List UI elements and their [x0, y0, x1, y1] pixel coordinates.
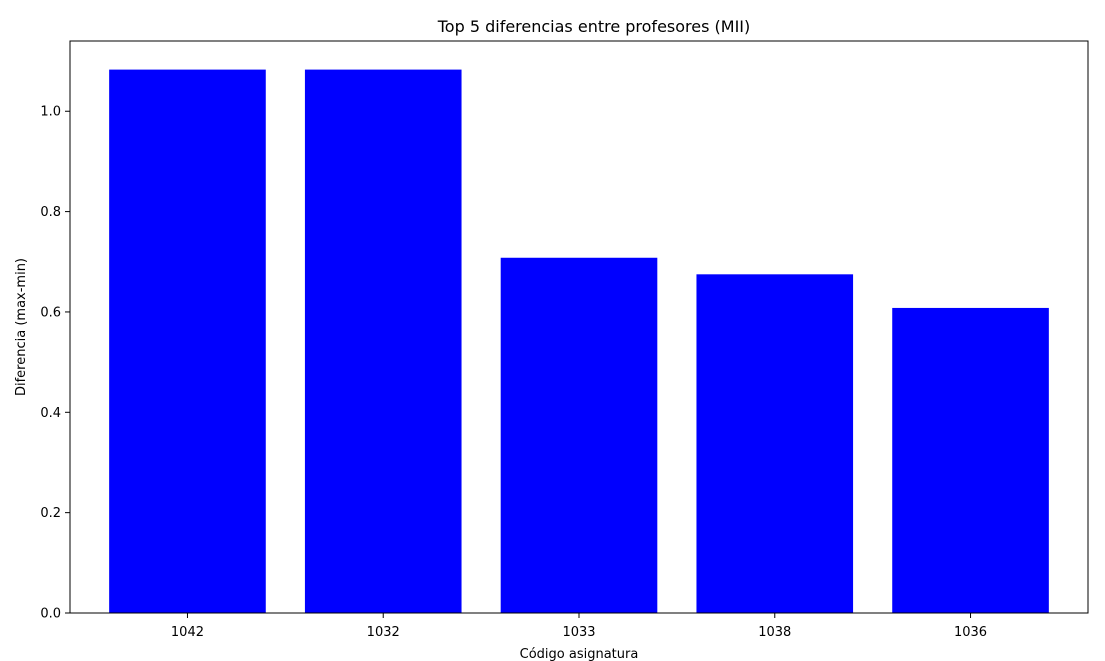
x-tick-label-1038: 1038: [758, 625, 791, 640]
bar-1038: [696, 274, 854, 613]
y-tick-label: 0.2: [40, 506, 61, 521]
y-axis-ticks: 0.0 0.2 0.4 0.6 0.8 1.0: [40, 105, 70, 622]
y-tick-label: 0.0: [40, 607, 61, 622]
x-tick-label-1032: 1032: [367, 625, 400, 640]
y-tick-label: 1.0: [40, 105, 61, 120]
y-tick-label: 0.6: [40, 305, 61, 320]
bar-1036: [892, 307, 1049, 613]
chart-title: Top 5 diferencias entre profesores (MII): [437, 17, 751, 36]
x-axis-ticks: 1042 1032 1033 1038 1036: [171, 613, 987, 640]
y-tick-label: 0.8: [40, 205, 61, 220]
y-tick-label: 0.4: [40, 406, 61, 421]
y-axis-title: Diferencia (max-min): [14, 258, 29, 396]
bar-1032: [304, 69, 462, 614]
bars-group: [109, 69, 1049, 614]
bar-1042: [109, 69, 266, 614]
x-tick-label-1036: 1036: [954, 625, 987, 640]
x-tick-label-1042: 1042: [171, 625, 204, 640]
x-tick-label-1033: 1033: [562, 625, 595, 640]
bar-1033: [500, 257, 658, 613]
x-axis-title: Código asignatura: [520, 647, 639, 661]
plot-area-frame: [69, 40, 1089, 614]
